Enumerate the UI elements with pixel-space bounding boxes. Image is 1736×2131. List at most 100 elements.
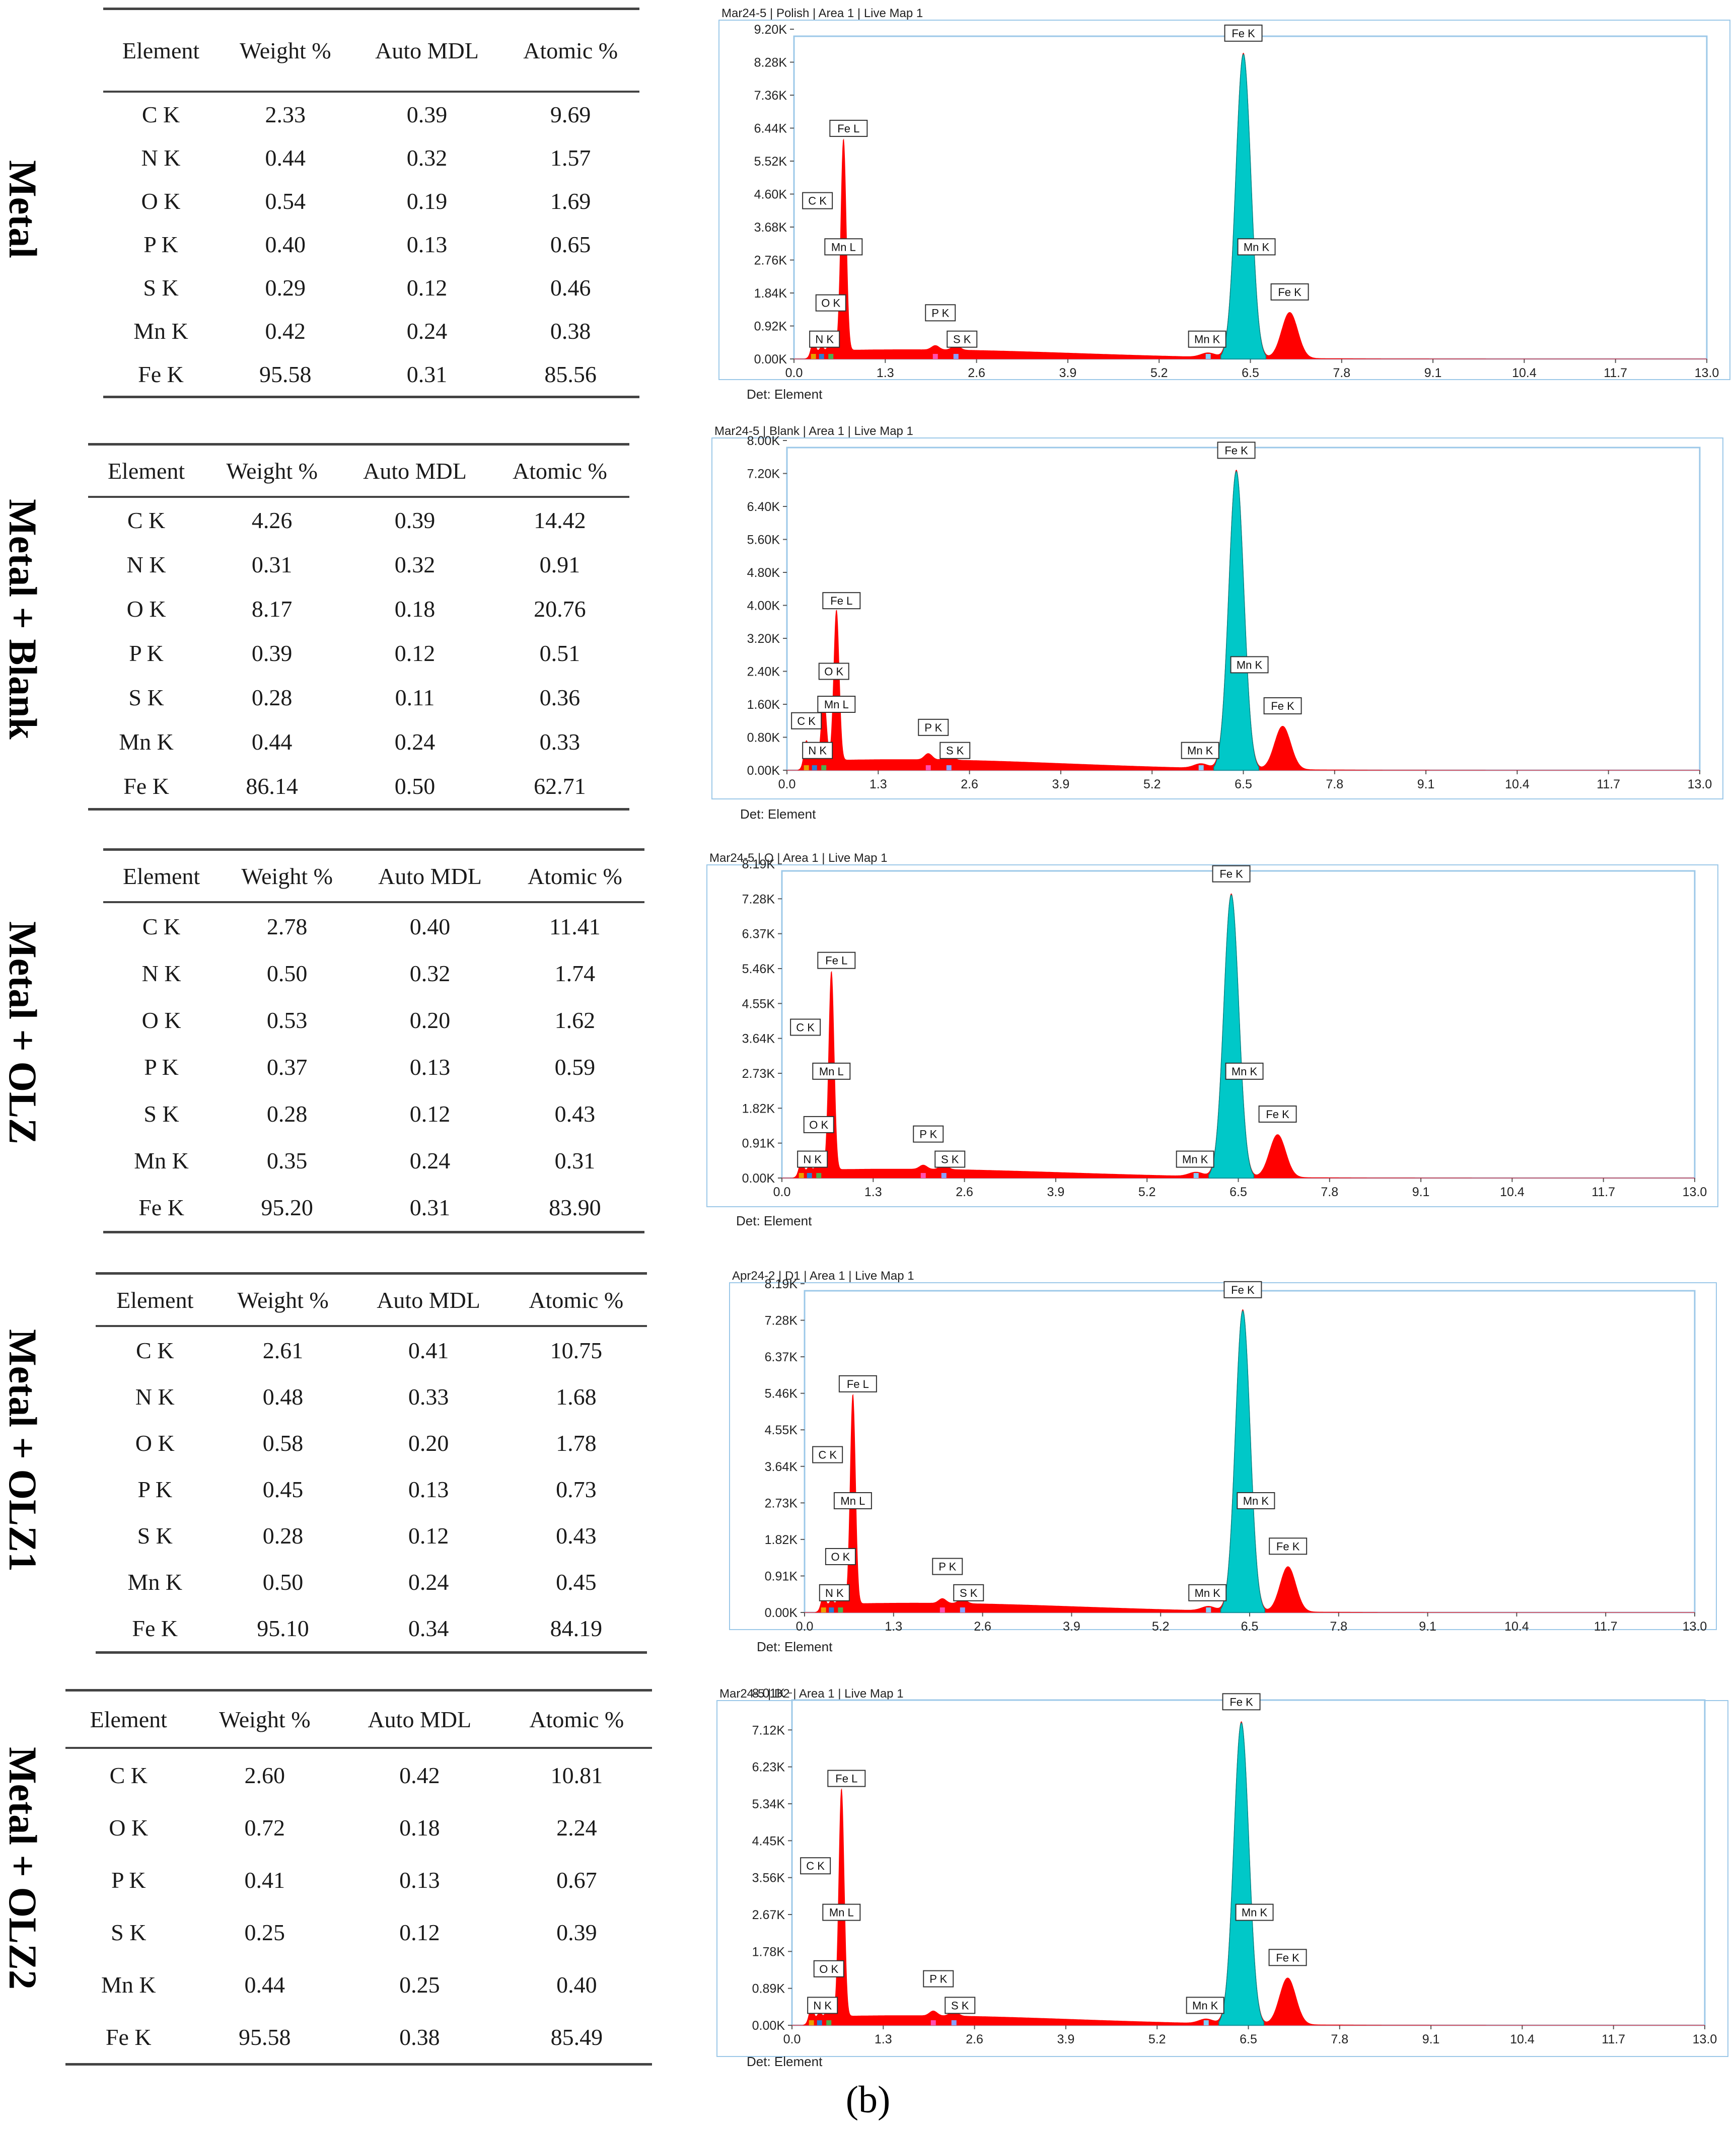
peak-label-box [913, 1125, 944, 1143]
y-tick-label: 5.46K [742, 962, 775, 976]
peak-label-text: Mn K [1194, 333, 1220, 346]
peak-label-box [1181, 742, 1219, 759]
table-cell: 0.43 [556, 1522, 597, 1549]
table-cell: 0.41 [244, 1867, 285, 1893]
peak-label: O K [803, 1116, 834, 1133]
peak-label: Mn K [1237, 238, 1276, 256]
peak-label-text: Mn K [1242, 1906, 1268, 1919]
x-tick-label: 7.8 [1333, 366, 1350, 380]
peak-label: N K [802, 742, 833, 759]
x-tick-label: 10.4 [1504, 1620, 1529, 1634]
peak-label-box [1230, 656, 1269, 674]
peak-label: Fe K [1217, 442, 1256, 459]
table-cell: 4.26 [251, 507, 293, 533]
x-tick-label: 10.4 [1500, 1185, 1525, 1199]
peak-label: S K [939, 742, 971, 759]
table-cell: 0.24 [394, 728, 436, 755]
table-cell: 11.41 [549, 914, 601, 939]
peak-label-text: Fe K [1271, 700, 1294, 712]
table-row: N K 0.31 0.32 0.91 [88, 542, 629, 586]
fe-k-peak [1220, 1310, 1265, 1613]
x-tick-label: 2.6 [974, 1620, 991, 1634]
sample-label: Metal + OLZ [1, 921, 45, 1145]
x-tick-label: 5.2 [1143, 777, 1161, 791]
table-cell: 0.50 [339, 764, 490, 811]
table-header-row: Element Weight % Auto MDL Atomic % [65, 1689, 652, 1749]
peak-label-box [1188, 330, 1226, 348]
table-cell: Mn K [127, 1569, 183, 1595]
y-tick-label: 1.84K [754, 286, 787, 301]
table-cell: 14.42 [534, 507, 586, 533]
peak-label: Mn L [824, 238, 863, 256]
table-cell: Mn K [134, 1148, 189, 1173]
table-row: Mn K 0.35 0.24 0.31 [103, 1137, 644, 1184]
table-cell: 0.12 [399, 1919, 440, 1945]
y-tick-label: 2.76K [754, 254, 787, 268]
table-cell: 85.56 [501, 352, 639, 398]
table-cell: 0.24 [408, 1569, 449, 1595]
element-marker [1205, 354, 1211, 359]
peak-label: O K [815, 294, 846, 312]
element-marker [930, 2020, 936, 2025]
x-tick-label: 1.3 [875, 2032, 892, 2046]
peak-label: C K [790, 1018, 821, 1036]
table-row: Fe K 95.58 0.31 85.56 [103, 352, 639, 398]
table-cell: 2.78 [266, 914, 308, 939]
table-row: Mn K 0.44 0.25 0.40 [65, 1958, 652, 2011]
y-tick-label: 4.45K [752, 1834, 785, 1848]
fe-k-peak [1208, 894, 1254, 1179]
x-tick-label: 9.1 [1419, 1620, 1436, 1634]
peak-label-text: Fe K [1276, 1951, 1299, 1964]
column-header: Auto MDL [351, 1272, 505, 1327]
y-tick-label: 9.20K [754, 23, 787, 37]
y-tick-label: 4.60K [754, 188, 787, 202]
element-marker [920, 1173, 926, 1178]
peak-label-box [1268, 1949, 1307, 1966]
element-marker [809, 2020, 814, 2025]
peak-label: N K [809, 330, 840, 348]
peak-label-text: Mn K [1192, 1999, 1218, 2012]
peak-label-text: Fe L [835, 1773, 857, 1785]
y-tick-label: 7.20K [747, 467, 780, 481]
y-tick-label: 0.00K [754, 352, 787, 366]
peak-label: P K [925, 304, 956, 322]
peak-label-box [1270, 283, 1309, 301]
peak-label-text: Fe L [837, 122, 859, 135]
x-tick-label: 11.7 [1594, 1620, 1618, 1634]
table-row: P K 0.40 0.13 0.65 [103, 223, 639, 266]
x-tick-label: 7.8 [1331, 2032, 1348, 2046]
column-header: Auto MDL [339, 443, 490, 498]
x-tick-label: 0.0 [778, 777, 796, 791]
peak-label-box [829, 119, 868, 137]
table-cell: 0.39 [251, 640, 293, 666]
y-tick-label: 7.28K [742, 892, 775, 906]
y-tick-label: 8.00K [747, 434, 780, 448]
x-tick-label: 0.0 [785, 366, 803, 380]
y-tick-label: 1.82K [742, 1101, 775, 1116]
table-cell: 0.31 [352, 352, 502, 398]
eds-spectrum: Mar24-5 | Blank | Area 1 | Live Map 1 0.0… [711, 424, 1723, 799]
column-header: Atomic % [501, 8, 639, 93]
element-marker [821, 1607, 826, 1612]
peak-label-box [790, 1018, 821, 1036]
peak-label-text: Fe L [825, 954, 847, 967]
table-cell: 0.43 [554, 1101, 596, 1127]
table-cell: 0.38 [337, 2011, 501, 2066]
table-cell: Fe K [103, 352, 219, 398]
peak-label-box [818, 663, 849, 680]
y-tick-label: 2.67K [752, 1908, 785, 1922]
table-cell: 0.25 [399, 1971, 440, 1998]
column-header: Element [88, 443, 205, 498]
y-tick-label: 3.56K [752, 1871, 785, 1885]
table-cell: Fe K [103, 1184, 220, 1233]
table-cell: 0.31 [354, 1184, 505, 1233]
peak-label-box [932, 1558, 963, 1575]
element-marker [939, 1607, 945, 1612]
table-row: O K 8.17 0.18 20.76 [88, 586, 629, 631]
column-header: Element [65, 1689, 192, 1749]
peak-label-box [807, 1997, 838, 2014]
table-row: N K 0.48 0.33 1.68 [96, 1373, 647, 1420]
y-tick-label: 0.00K [765, 1606, 798, 1620]
table-row: P K 0.37 0.13 0.59 [103, 1044, 644, 1090]
table-cell: 1.68 [556, 1383, 597, 1410]
